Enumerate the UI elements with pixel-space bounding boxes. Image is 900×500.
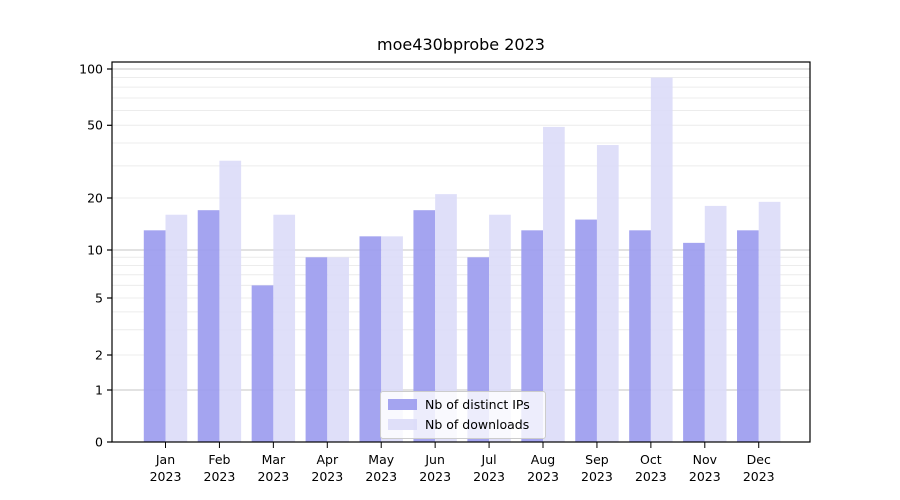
x-tick-label-month: Sep (585, 452, 609, 467)
bar-ips-aug (521, 230, 544, 442)
chart-title: moe430bprobe 2023 (377, 35, 545, 54)
legend-item-distinct-ips: Nb of distinct IPs (388, 397, 536, 412)
x-tick-label-year: 2023 (257, 469, 289, 484)
legend-swatch-distinct-ips (388, 399, 417, 410)
y-tick-label: 0 (95, 434, 103, 449)
legend-item-downloads: Nb of downloads (388, 417, 536, 432)
y-tick-label: 100 (79, 61, 103, 76)
bar-downloads-dec (758, 201, 781, 442)
x-tick-label-year: 2023 (635, 469, 667, 484)
x-tick-label-month: Nov (693, 452, 718, 467)
x-tick-label-month: Jun (424, 452, 445, 467)
x-tick-label-year: 2023 (204, 469, 236, 484)
x-tick-label-month: Aug (531, 452, 555, 467)
y-tick-label: 2 (95, 347, 103, 362)
y-tick-label: 20 (87, 190, 103, 205)
y-tick-label: 1 (95, 382, 103, 397)
legend-swatch-downloads (388, 419, 417, 430)
bar-ips-may (359, 236, 382, 442)
x-tick-label-year: 2023 (581, 469, 613, 484)
bar-downloads-feb (219, 160, 242, 442)
bar-downloads-jun (435, 194, 457, 442)
bar-ips-mar (251, 285, 274, 442)
x-tick-label-year: 2023 (743, 469, 775, 484)
x-tick-label-month: Mar (262, 452, 286, 467)
bar-ips-nov (683, 242, 705, 442)
bar-downloads-nov (704, 205, 727, 442)
bar-downloads-apr (327, 257, 349, 442)
y-tick-label: 5 (95, 290, 103, 305)
x-tick-label-month: Oct (640, 452, 662, 467)
x-tick-label-month: May (368, 452, 394, 467)
bar-downloads-jan (165, 214, 188, 442)
x-tick-label-year: 2023 (689, 469, 721, 484)
bar-ips-feb (197, 210, 220, 442)
bar-downloads-may (381, 236, 403, 442)
x-tick-label-month: Apr (316, 452, 338, 467)
x-tick-label-month: Jul (481, 452, 497, 467)
bar-ips-apr (305, 257, 328, 442)
x-tick-label-month: Feb (208, 452, 230, 467)
x-tick-label-year: 2023 (419, 469, 451, 484)
x-tick-label-month: Dec (747, 452, 771, 467)
legend-label-distinct-ips: Nb of distinct IPs (425, 397, 530, 412)
bar-downloads-oct (650, 77, 673, 443)
bar-downloads-sep (596, 145, 619, 442)
bar-ips-dec (737, 230, 759, 442)
x-tick-label-year: 2023 (527, 469, 559, 484)
bar-downloads-aug (543, 126, 565, 442)
bar-ips-oct (629, 230, 651, 442)
x-tick-label-month: Jan (155, 452, 175, 467)
plot-border (111, 61, 811, 443)
bar-downloads-jul (489, 214, 511, 442)
x-tick-label-year: 2023 (150, 469, 182, 484)
legend: Nb of distinct IPs Nb of downloads (380, 391, 546, 439)
bar-downloads-mar (273, 214, 296, 442)
y-tick-label: 10 (87, 242, 103, 257)
x-tick-label-year: 2023 (473, 469, 505, 484)
y-tick-label: 50 (87, 118, 103, 133)
bar-ips-jan (143, 230, 166, 442)
bar-ips-jun (413, 210, 436, 442)
legend-label-downloads: Nb of downloads (425, 417, 530, 432)
x-tick-label-year: 2023 (311, 469, 343, 484)
bar-ips-sep (575, 219, 597, 442)
x-tick-label-year: 2023 (365, 469, 397, 484)
